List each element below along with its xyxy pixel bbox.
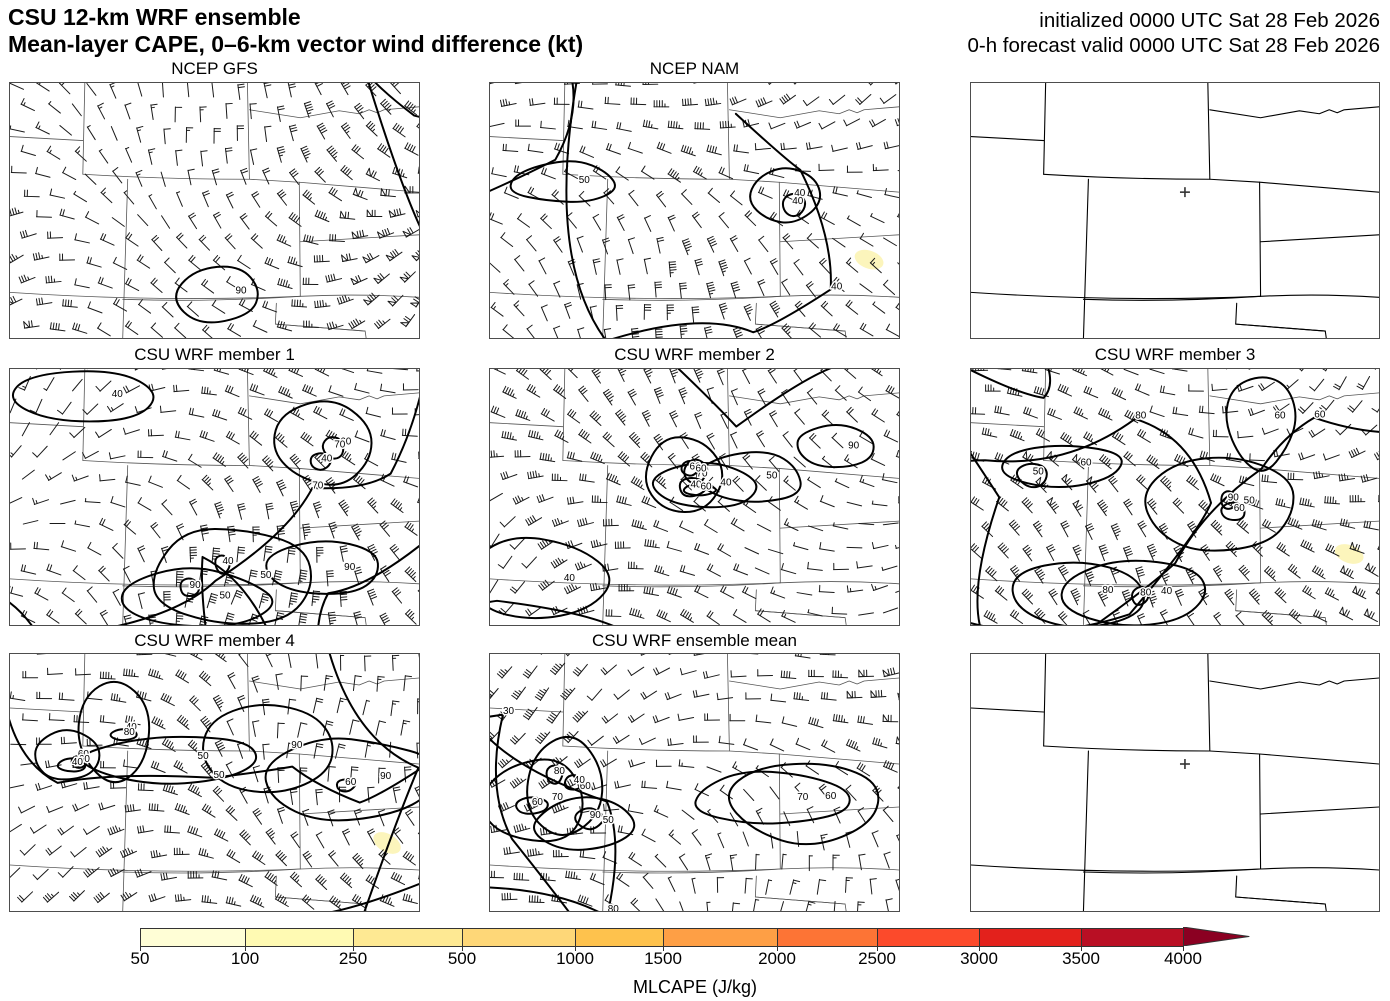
- svg-text:70: 70: [334, 440, 346, 451]
- svg-text:50: 50: [579, 175, 591, 186]
- svg-text:60: 60: [700, 481, 712, 492]
- svg-text:40: 40: [112, 389, 124, 400]
- svg-text:60: 60: [1314, 410, 1326, 421]
- svg-text:50: 50: [766, 470, 778, 481]
- svg-text:90: 90: [848, 441, 860, 452]
- svg-text:40: 40: [831, 281, 843, 292]
- svg-text:50: 50: [603, 815, 615, 826]
- svg-text:40: 40: [564, 573, 576, 584]
- svg-text:50: 50: [219, 591, 231, 602]
- svg-text:80: 80: [608, 904, 620, 911]
- svg-text:40: 40: [321, 454, 333, 465]
- svg-text:60: 60: [1080, 457, 1092, 468]
- svg-text:90: 90: [1228, 492, 1240, 503]
- svg-text:90: 90: [235, 285, 247, 296]
- svg-text:60: 60: [825, 791, 837, 802]
- svg-text:30: 30: [503, 706, 515, 717]
- svg-text:50: 50: [214, 770, 226, 781]
- svg-text:50: 50: [1244, 495, 1256, 506]
- svg-text:60: 60: [695, 463, 707, 474]
- svg-text:90: 90: [380, 771, 392, 782]
- svg-text:40: 40: [222, 556, 234, 567]
- svg-text:50: 50: [260, 570, 272, 581]
- svg-text:60: 60: [345, 777, 357, 788]
- svg-text:80: 80: [554, 766, 566, 777]
- svg-text:90: 90: [590, 810, 602, 821]
- svg-text:80: 80: [124, 727, 136, 738]
- svg-text:50: 50: [1033, 466, 1045, 477]
- svg-text:40: 40: [720, 477, 732, 488]
- svg-text:60: 60: [532, 797, 544, 808]
- svg-text:90: 90: [344, 562, 356, 573]
- svg-text:70: 70: [797, 792, 809, 803]
- svg-text:90: 90: [291, 740, 303, 751]
- svg-text:70: 70: [312, 480, 324, 491]
- svg-text:40: 40: [792, 196, 804, 207]
- svg-text:80: 80: [1135, 411, 1147, 422]
- svg-text:80: 80: [1102, 585, 1114, 596]
- svg-text:40: 40: [1161, 586, 1173, 597]
- svg-text:80: 80: [1140, 588, 1152, 599]
- svg-text:60: 60: [1275, 411, 1287, 422]
- svg-text:40: 40: [72, 757, 84, 768]
- svg-text:70: 70: [552, 792, 564, 803]
- svg-text:50: 50: [198, 751, 210, 762]
- svg-text:40: 40: [574, 775, 586, 786]
- svg-text:90: 90: [190, 580, 202, 591]
- svg-text:60: 60: [1234, 503, 1246, 514]
